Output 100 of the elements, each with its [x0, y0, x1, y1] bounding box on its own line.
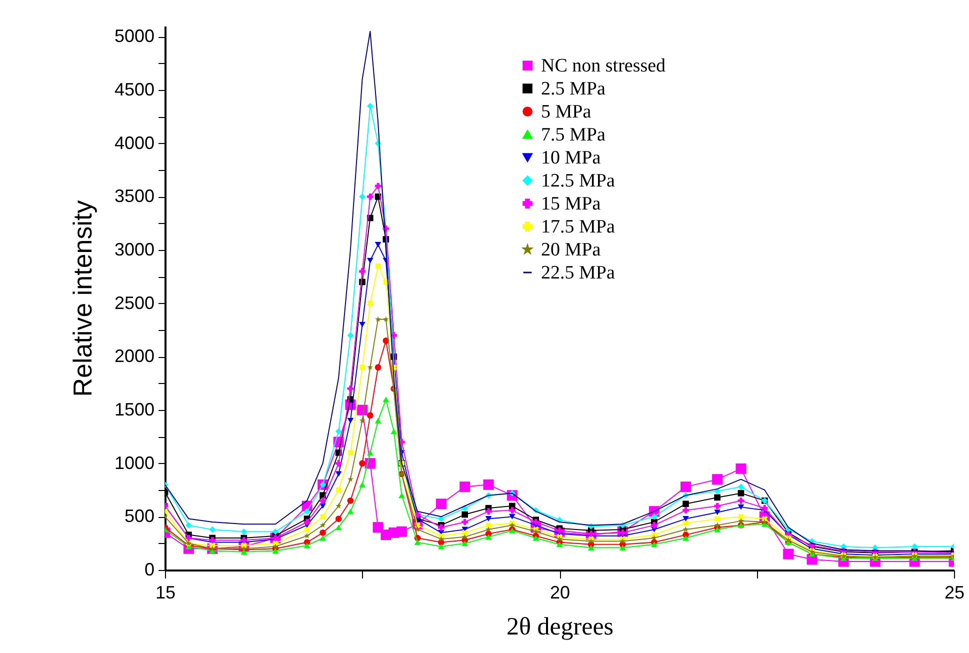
point — [335, 486, 342, 494]
point — [366, 258, 374, 264]
point — [438, 516, 444, 522]
point — [414, 540, 421, 546]
point — [272, 543, 278, 550]
point — [619, 544, 626, 550]
point — [682, 520, 689, 526]
point — [485, 522, 492, 528]
point — [390, 428, 397, 434]
point — [485, 508, 492, 514]
point — [714, 510, 720, 516]
point — [436, 498, 446, 510]
point — [304, 508, 310, 514]
point — [682, 507, 689, 514]
y-tick-label: 1000 — [114, 452, 154, 473]
point — [382, 316, 389, 322]
point — [783, 548, 794, 560]
point — [651, 514, 658, 520]
y-tick-label: 3000 — [114, 240, 154, 260]
point — [359, 322, 366, 328]
point — [462, 540, 468, 546]
point — [335, 524, 342, 530]
y-tick-label: 2500 — [114, 292, 154, 313]
point — [682, 526, 689, 532]
point — [304, 526, 310, 533]
point — [398, 492, 405, 498]
point — [738, 490, 744, 496]
point — [651, 542, 658, 548]
point — [485, 526, 492, 532]
legend-label: 22.5 MPa — [541, 262, 616, 284]
y-tick-label: 500 — [124, 506, 154, 526]
point — [438, 544, 444, 550]
point — [509, 522, 516, 528]
point — [438, 536, 444, 542]
point — [364, 458, 376, 469]
y-tick-label: 0 — [144, 560, 154, 580]
point — [366, 102, 374, 110]
point — [320, 514, 326, 520]
y-tick-label: 4000 — [114, 132, 154, 153]
point — [347, 418, 354, 424]
point — [375, 316, 382, 322]
point — [359, 194, 366, 200]
point — [462, 518, 468, 526]
point — [682, 516, 689, 522]
point — [272, 548, 279, 554]
point — [414, 526, 420, 532]
point — [304, 518, 310, 526]
point — [320, 530, 326, 536]
y-tick-label: 5000 — [114, 26, 154, 46]
point — [509, 507, 516, 514]
point — [483, 479, 494, 490]
point — [359, 482, 366, 488]
legend-label: 17.5 MPa — [541, 216, 616, 238]
point — [359, 268, 366, 274]
point — [335, 460, 342, 466]
point — [359, 460, 366, 466]
point — [382, 396, 390, 402]
point — [320, 498, 326, 504]
y-tick-label: 3500 — [114, 186, 154, 206]
point — [359, 418, 366, 424]
point — [485, 534, 492, 540]
point — [588, 538, 594, 544]
point — [911, 543, 918, 550]
legend-label: 12.5 MPa — [541, 170, 616, 192]
point — [240, 528, 248, 535]
point — [320, 535, 326, 541]
point — [347, 476, 354, 482]
point — [682, 535, 689, 541]
point — [485, 516, 492, 522]
y-axis-title: Relative intensity — [67, 200, 98, 397]
x-tick-label: 25 — [944, 582, 965, 602]
point — [712, 474, 723, 485]
point — [367, 364, 374, 370]
point — [366, 194, 374, 200]
point — [359, 364, 366, 370]
point — [556, 542, 563, 548]
y-tick-label: 2000 — [114, 346, 154, 366]
point — [374, 182, 382, 190]
point — [462, 530, 468, 536]
x-tick-label: 15 — [155, 582, 176, 602]
legend-label: 20 MPa — [541, 240, 602, 260]
y-tick-label: 1500 — [114, 400, 154, 420]
legend-label: 2.5 MPa — [541, 78, 606, 100]
point — [347, 332, 354, 338]
point — [320, 522, 326, 528]
point — [509, 514, 516, 520]
legend-label: 7.5 MPa — [541, 124, 606, 146]
point — [374, 262, 382, 270]
point — [462, 511, 468, 518]
point — [335, 471, 342, 477]
point — [240, 549, 248, 555]
legend-label: NC non stressed — [541, 56, 666, 76]
point — [738, 518, 744, 524]
point — [374, 242, 382, 248]
point — [335, 516, 342, 522]
point — [738, 504, 744, 510]
point — [347, 508, 354, 514]
point — [714, 516, 720, 522]
point — [335, 428, 342, 434]
legend-label: 15 MPa — [541, 194, 602, 214]
